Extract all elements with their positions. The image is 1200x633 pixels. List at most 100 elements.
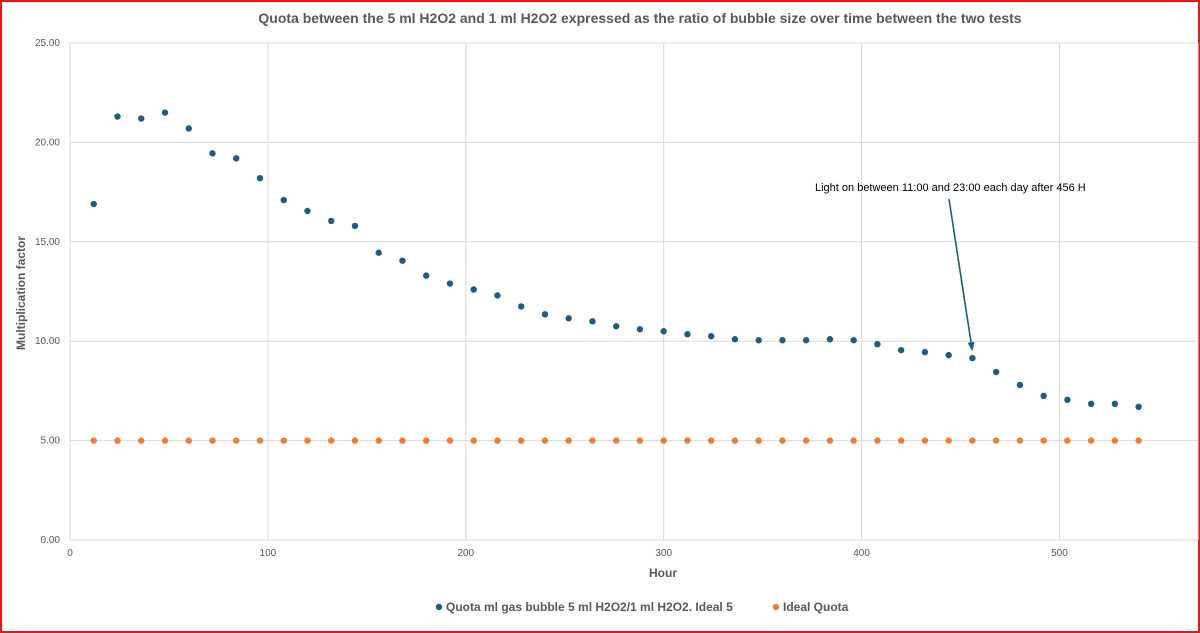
legend-marker-quota — [435, 603, 443, 611]
data-point — [494, 437, 501, 444]
data-point — [660, 328, 667, 335]
data-point — [280, 196, 287, 204]
data-point — [351, 437, 359, 444]
y-tick-label: 25.00 — [35, 38, 60, 49]
gridlines — [69, 42, 1199, 541]
data-point — [565, 437, 572, 444]
data-point — [969, 354, 976, 362]
data-point — [541, 311, 549, 318]
data-point — [731, 336, 739, 343]
data-point — [945, 351, 952, 359]
y-tick-label: 10.00 — [35, 336, 60, 347]
data-point — [1064, 437, 1071, 444]
data-point — [826, 336, 834, 343]
data-point — [636, 326, 644, 333]
legend-marker-ideal — [772, 603, 780, 611]
legend: Quota ml gas bubble 5 ml H2O2/1 ml H2O2.… — [435, 600, 849, 614]
data-point — [138, 437, 145, 444]
data-point — [684, 437, 691, 444]
data-point — [802, 437, 810, 444]
annotation-arrow — [948, 198, 972, 343]
data-point — [423, 272, 430, 279]
data-point — [612, 323, 620, 330]
y-tick-label: 15.00 — [35, 237, 60, 248]
data-point — [90, 200, 97, 208]
data-point — [850, 337, 857, 344]
data-point — [399, 257, 406, 264]
legend-label-ideal: Ideal Quota — [783, 600, 849, 614]
data-point — [969, 437, 976, 444]
data-point — [636, 437, 644, 444]
data-point — [1135, 403, 1142, 411]
chart-title: Quota between the 5 ml H2O2 and 1 ml H2O… — [258, 10, 1021, 26]
data-point — [897, 437, 905, 444]
data-point — [779, 437, 786, 444]
series-ideal — [90, 437, 1142, 444]
annotation: Light on between 11:00 and 23:00 each da… — [815, 182, 1086, 352]
data-point — [280, 437, 287, 444]
data-point — [1087, 400, 1095, 408]
data-point — [684, 331, 691, 338]
data-point — [470, 286, 477, 293]
data-point — [707, 333, 715, 340]
data-point — [351, 222, 359, 230]
data-point — [209, 150, 216, 157]
data-point — [945, 437, 952, 444]
data-point — [1111, 437, 1119, 444]
data-point — [138, 115, 145, 122]
data-point — [755, 437, 762, 444]
data-point — [992, 437, 1000, 444]
annotation-arrowhead — [967, 341, 975, 352]
x-tick-label: 200 — [457, 548, 474, 559]
data-point — [1040, 392, 1047, 400]
data-point — [304, 207, 311, 215]
data-point — [399, 437, 406, 444]
data-point — [874, 437, 881, 444]
data-point — [256, 174, 264, 182]
data-point — [494, 292, 501, 299]
data-point — [897, 346, 905, 354]
data-point — [1087, 437, 1095, 444]
data-point — [921, 437, 929, 444]
legend-label-quota: Quota ml gas bubble 5 ml H2O2/1 ml H2O2.… — [446, 600, 733, 614]
y-tick-label: 20.00 — [35, 137, 60, 148]
data-point — [161, 437, 169, 444]
data-point — [1016, 437, 1024, 444]
data-point — [802, 337, 810, 344]
data-point — [161, 109, 169, 116]
data-point — [731, 437, 739, 444]
data-point — [518, 303, 525, 310]
data-point — [779, 337, 786, 344]
data-point — [1064, 396, 1071, 404]
series-quota — [90, 109, 1142, 411]
data-point — [209, 437, 216, 444]
x-tick-label: 500 — [1051, 548, 1068, 559]
data-point — [233, 437, 240, 444]
data-point — [541, 437, 549, 444]
data-point — [1135, 437, 1142, 444]
data-point — [304, 437, 311, 444]
data-point — [850, 437, 857, 444]
data-point — [707, 437, 715, 444]
data-point — [755, 337, 762, 344]
data-point — [992, 368, 1000, 376]
data-point — [233, 155, 240, 162]
y-tick-label: 0.00 — [41, 535, 61, 546]
data-point — [328, 217, 335, 225]
data-point — [826, 437, 834, 444]
data-point — [328, 437, 335, 444]
data-point — [612, 437, 620, 444]
y-axis-title: Multiplication factor — [14, 236, 28, 350]
data-point — [1040, 437, 1047, 444]
data-point — [1016, 381, 1024, 389]
x-tick-label: 100 — [260, 548, 277, 559]
data-point — [375, 437, 382, 444]
data-point — [375, 249, 382, 256]
data-point — [660, 437, 667, 444]
data-point — [470, 437, 477, 444]
x-axis-title: Hour — [649, 566, 677, 580]
data-point — [589, 318, 596, 325]
data-series — [90, 109, 1142, 444]
x-tick-label: 0 — [67, 548, 73, 559]
